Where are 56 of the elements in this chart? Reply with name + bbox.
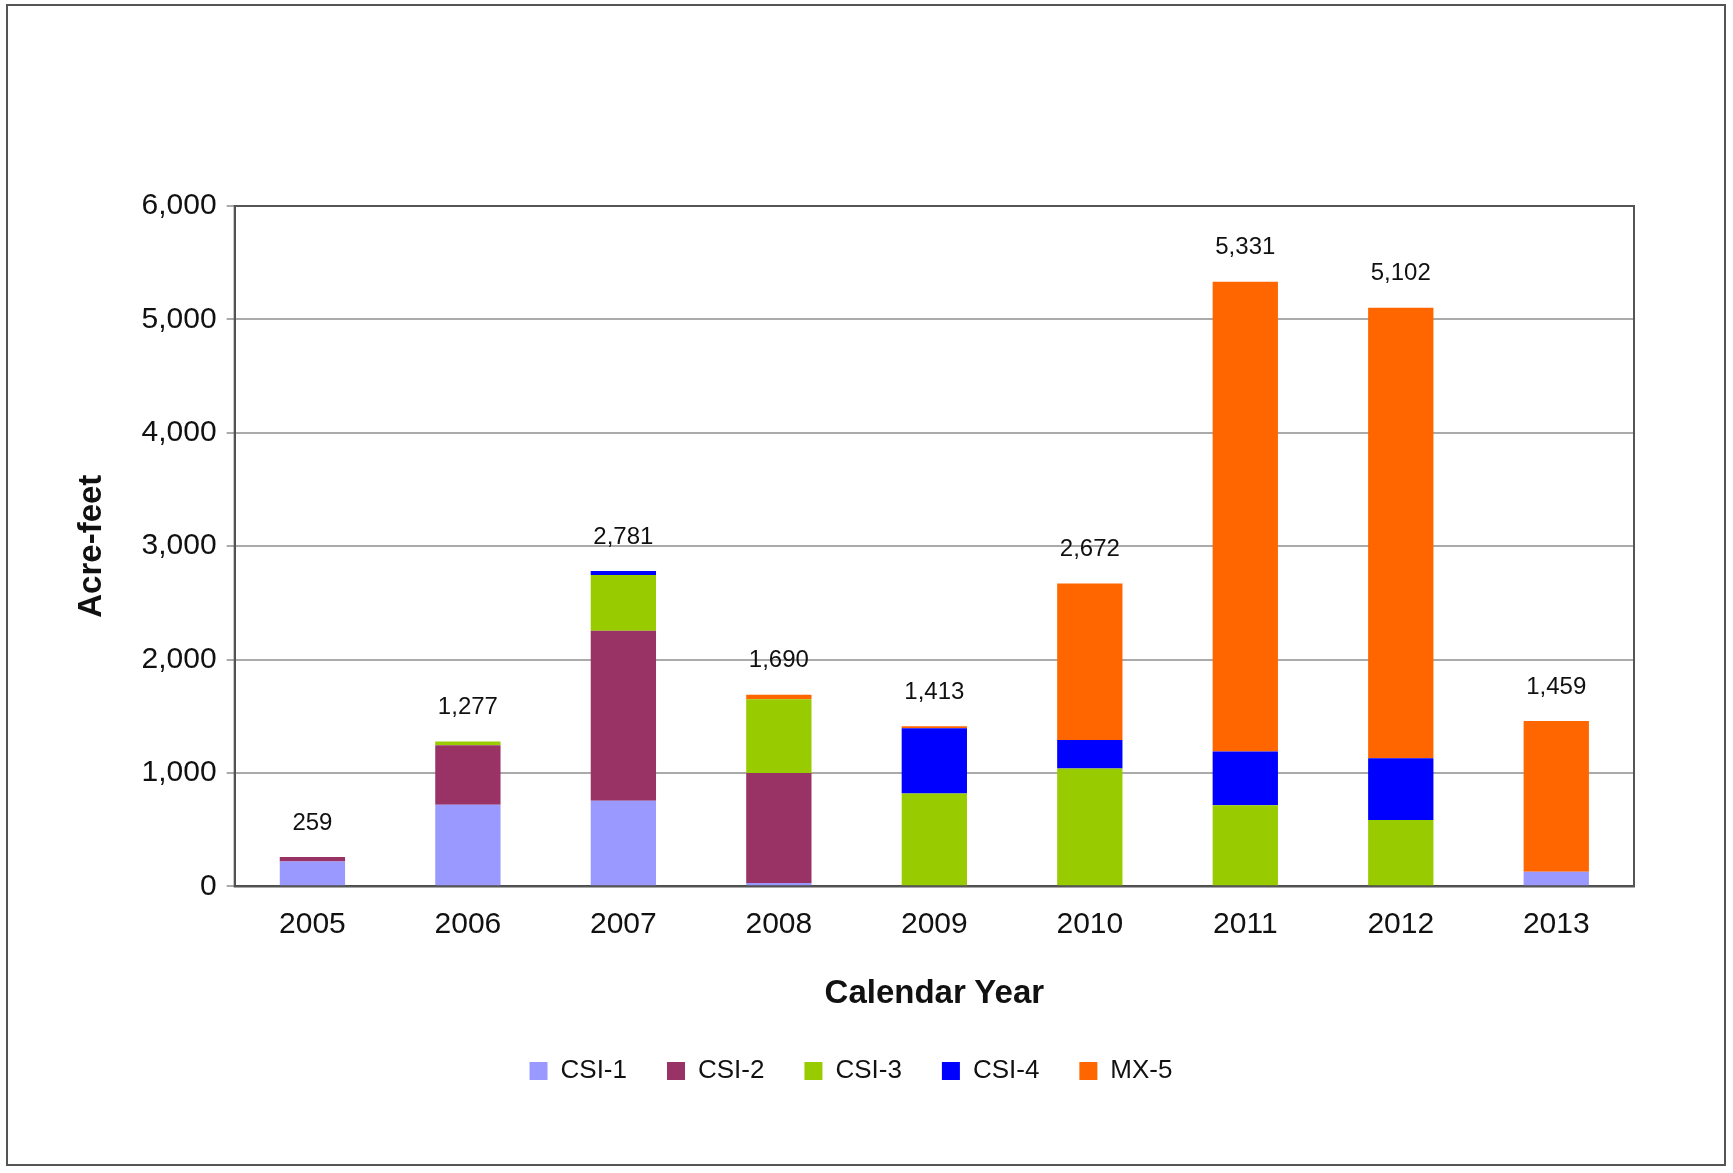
x-axis-title: Calendar Year xyxy=(824,973,1045,1011)
bar xyxy=(901,793,967,886)
bar xyxy=(1057,740,1123,769)
x-tick-label: 2009 xyxy=(900,905,968,939)
y-tick-label: 4,000 xyxy=(141,414,217,448)
total-label: 1,277 xyxy=(437,692,498,720)
x-tick-label: 2011 xyxy=(1213,905,1278,939)
x-tick-label: 2012 xyxy=(1367,905,1435,939)
bar xyxy=(901,728,967,794)
bar xyxy=(1368,820,1434,886)
x-tick-label: 2008 xyxy=(745,905,813,939)
y-tick-label: 1,000 xyxy=(141,754,217,788)
bar xyxy=(590,575,657,631)
x-tick-label: 2010 xyxy=(1056,905,1124,939)
total-label: 2,672 xyxy=(1059,534,1120,562)
bar xyxy=(1212,281,1278,752)
legend-label: CSI-2 xyxy=(697,1054,765,1085)
y-tick-label: 2,000 xyxy=(141,640,217,674)
total-label: 5,102 xyxy=(1370,258,1431,286)
bar xyxy=(435,804,501,886)
total-label: 1,413 xyxy=(904,676,965,704)
total-label: 1,690 xyxy=(748,645,809,673)
total-label: 2,781 xyxy=(593,521,654,549)
bar xyxy=(279,857,346,862)
bar xyxy=(901,726,967,729)
bar xyxy=(1523,720,1589,872)
x-tick-label: 2006 xyxy=(434,905,502,939)
legend-label: MX-5 xyxy=(1110,1054,1173,1085)
y-tick-label: 3,000 xyxy=(141,527,217,561)
x-tick-label: 2005 xyxy=(279,905,346,939)
x-tick-label: 2013 xyxy=(1522,905,1590,939)
total-label: 5,331 xyxy=(1215,232,1276,260)
total-label: 259 xyxy=(292,807,333,835)
y-axis-title: Acre-feet xyxy=(70,474,108,618)
legend-label: CSI-4 xyxy=(972,1054,1040,1085)
x-tick-label: 2007 xyxy=(590,905,657,939)
total-label: 1,459 xyxy=(1526,671,1587,699)
bar xyxy=(1523,871,1589,886)
bar xyxy=(435,745,501,805)
y-tick-label: 0 xyxy=(199,867,217,901)
y-tick-label: 6,000 xyxy=(141,187,217,221)
bar xyxy=(1212,751,1278,806)
bar xyxy=(1212,805,1278,886)
y-tick-label: 5,000 xyxy=(141,300,217,334)
bar xyxy=(1057,768,1123,886)
legend-label: CSI-3 xyxy=(835,1054,902,1085)
bar xyxy=(279,861,346,886)
bar xyxy=(590,571,657,576)
bar xyxy=(590,800,657,886)
bar xyxy=(746,699,812,773)
bar xyxy=(746,773,812,883)
bar xyxy=(1368,758,1434,821)
legend-label: CSI-1 xyxy=(560,1054,627,1085)
bar xyxy=(1057,583,1123,741)
bar xyxy=(590,630,657,801)
bar xyxy=(1368,307,1434,759)
